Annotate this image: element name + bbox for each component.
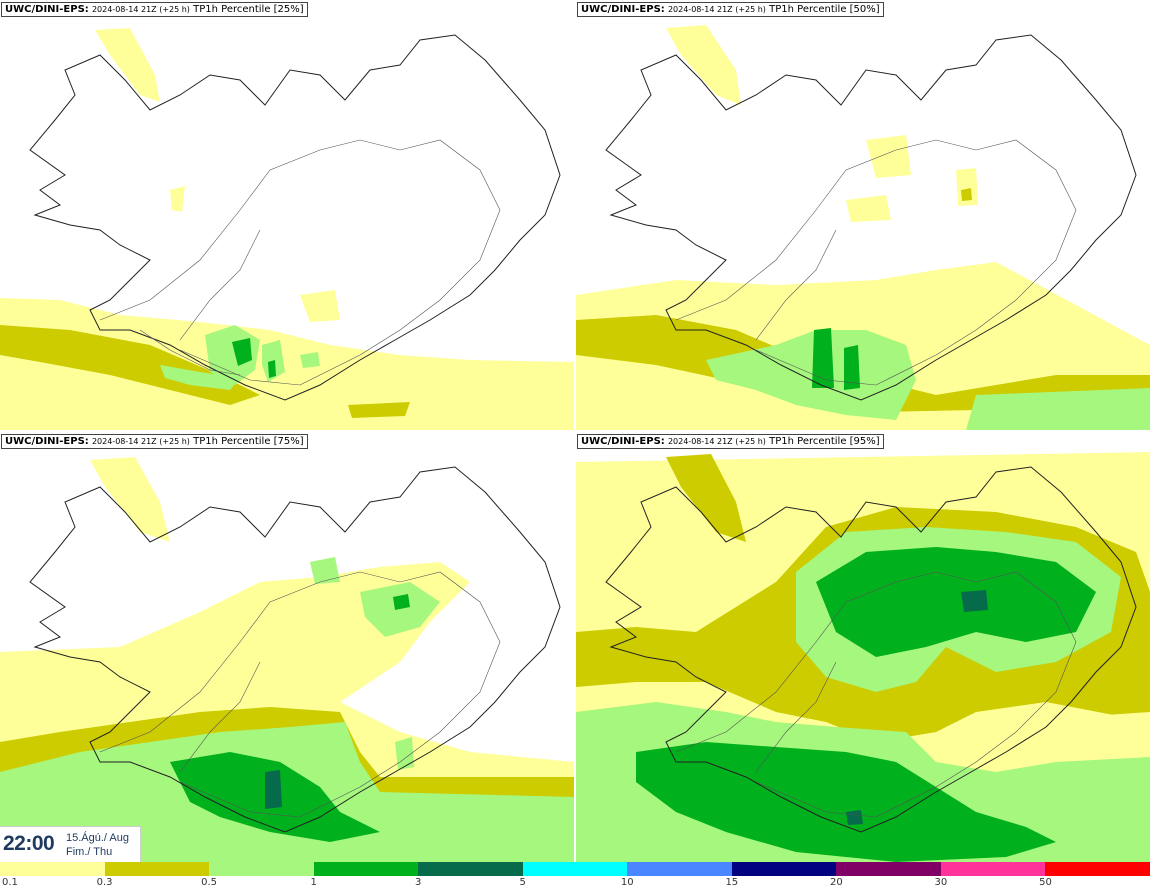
colorbar-swatch bbox=[836, 862, 942, 876]
valid-date: 15.Ágú./ Aug bbox=[66, 832, 129, 844]
precip-map-p25 bbox=[0, 28, 574, 430]
colorbar-swatch bbox=[940, 862, 1046, 876]
colorbar-swatch bbox=[0, 862, 106, 876]
precip-map-p75 bbox=[0, 457, 574, 862]
colorbar-tick-label: 20 bbox=[829, 877, 843, 888]
panel-title: UWC/DINI-EPS: 2024-08-14 21Z (+25 h) TP1… bbox=[1, 2, 308, 17]
colorbar-swatch bbox=[313, 862, 419, 876]
run-label: 2024-08-14 21Z (+25 h) bbox=[667, 5, 766, 14]
source-label: UWC/DINI-EPS: bbox=[581, 436, 665, 447]
colorbar-tick-label: 0.1 bbox=[2, 877, 18, 888]
map-panel-p25: UWC/DINI-EPS: 2024-08-14 21Z (+25 h) TP1… bbox=[0, 0, 574, 430]
colorbar-swatch bbox=[627, 862, 733, 876]
map-panel-p50: UWC/DINI-EPS: 2024-08-14 21Z (+25 h) TP1… bbox=[576, 0, 1150, 430]
colorbar-swatch bbox=[104, 862, 210, 876]
run-label: 2024-08-14 21Z (+25 h) bbox=[91, 5, 190, 14]
map-panel-p95: UWC/DINI-EPS: 2024-08-14 21Z (+25 h) TP1… bbox=[576, 432, 1150, 862]
source-label: UWC/DINI-EPS: bbox=[5, 4, 89, 15]
source-label: UWC/DINI-EPS: bbox=[581, 4, 665, 15]
colorbar-tick-label: 10 bbox=[620, 877, 634, 888]
panel-title: UWC/DINI-EPS: 2024-08-14 21Z (+25 h) TP1… bbox=[577, 2, 884, 17]
parameter-label: TP1h Percentile [50%] bbox=[769, 4, 880, 15]
parameter-label: TP1h Percentile [95%] bbox=[769, 436, 880, 447]
colorbar-swatch bbox=[209, 862, 315, 876]
panel-title: UWC/DINI-EPS: 2024-08-14 21Z (+25 h) TP1… bbox=[577, 434, 884, 449]
precip-colorbar: 0.1 0.3 0.5 1 3 5 10 15 20 30 50 bbox=[0, 862, 1150, 891]
panel-divider-horizontal bbox=[0, 430, 1150, 432]
precip-map-p95 bbox=[576, 452, 1150, 862]
run-label: 2024-08-14 21Z (+25 h) bbox=[667, 437, 766, 446]
colorbar-tick-label: 0.3 bbox=[96, 877, 113, 888]
colorbar-tick-label: 50 bbox=[1039, 877, 1052, 888]
panel-title: UWC/DINI-EPS: 2024-08-14 21Z (+25 h) TP1… bbox=[1, 434, 308, 449]
colorbar-swatch bbox=[522, 862, 628, 876]
parameter-label: TP1h Percentile [75%] bbox=[193, 436, 304, 447]
colorbar-tick-label: 0.5 bbox=[201, 877, 218, 888]
precip-map-p50 bbox=[576, 25, 1150, 430]
colorbar-swatch bbox=[418, 862, 524, 876]
colorbar-tick-label: 1 bbox=[310, 877, 317, 888]
colorbar-tick-label: 30 bbox=[934, 877, 948, 888]
colorbar-tick-label: 5 bbox=[519, 877, 526, 888]
colorbar-swatch bbox=[731, 862, 837, 876]
map-panel-p75: UWC/DINI-EPS: 2024-08-14 21Z (+25 h) TP1… bbox=[0, 432, 574, 862]
colorbar-swatch bbox=[1045, 862, 1150, 876]
valid-time: 22:00 bbox=[3, 832, 55, 855]
source-label: UWC/DINI-EPS: bbox=[5, 436, 89, 447]
colorbar-tick-label: 15 bbox=[725, 877, 739, 888]
run-label: 2024-08-14 21Z (+25 h) bbox=[91, 437, 190, 446]
valid-weekday: Fim./ Thu bbox=[66, 846, 113, 858]
parameter-label: TP1h Percentile [25%] bbox=[193, 4, 304, 15]
colorbar-tick-label: 3 bbox=[414, 877, 422, 888]
valid-time-box: 22:00 15.Ágú./ Aug Fim./ Thu bbox=[0, 826, 141, 863]
